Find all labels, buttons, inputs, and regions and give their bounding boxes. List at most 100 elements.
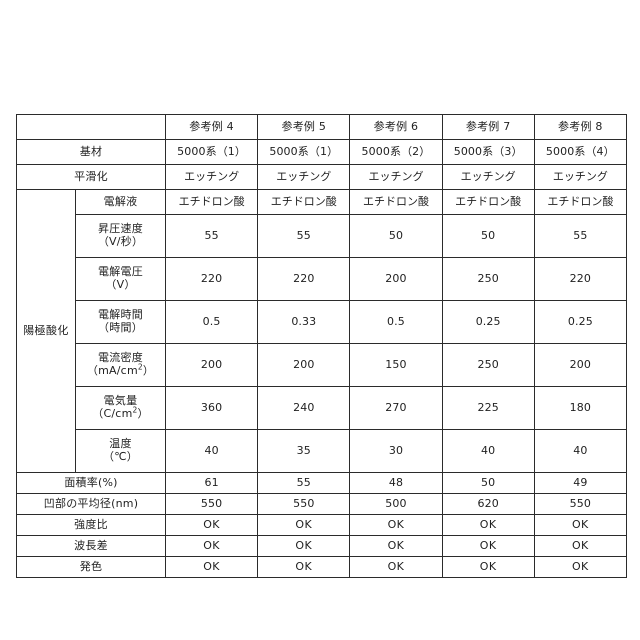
table-row-area-ratio: 面積率(%) 61 55 48 50 49 bbox=[17, 473, 627, 494]
cell-charge-col6: 270 bbox=[350, 387, 442, 430]
cell-smoothing-col7: エッチング bbox=[442, 165, 534, 190]
cell-strength-ratio-col5: OK bbox=[258, 515, 350, 536]
row-label-current-density: 電流密度 （mA/cm2） bbox=[76, 344, 166, 387]
cell-smoothing-col8: エッチング bbox=[534, 165, 626, 190]
cell-time-col7: 0.25 bbox=[442, 301, 534, 344]
column-header-col7: 参考例 7 bbox=[442, 115, 534, 140]
cell-strength-ratio-col4: OK bbox=[166, 515, 258, 536]
cell-charge-col8: 180 bbox=[534, 387, 626, 430]
cell-area-ratio-col8: 49 bbox=[534, 473, 626, 494]
cell-temperature-col7: 40 bbox=[442, 430, 534, 473]
table-row-current-density: 電流密度 （mA/cm2） 200 200 150 250 200 bbox=[17, 344, 627, 387]
cell-time-col5: 0.33 bbox=[258, 301, 350, 344]
cell-smoothing-col6: エッチング bbox=[350, 165, 442, 190]
cell-temperature-col5: 35 bbox=[258, 430, 350, 473]
reference-example-spec-table: 参考例 4 参考例 5 参考例 6 参考例 7 参考例 8 基材 5000系（1… bbox=[16, 114, 627, 578]
cell-electrolyte-col8: エチドロン酸 bbox=[534, 190, 626, 215]
cell-current-density-col5: 200 bbox=[258, 344, 350, 387]
cell-voltage-col4: 220 bbox=[166, 258, 258, 301]
cell-ramp-rate-col7: 50 bbox=[442, 215, 534, 258]
unit-close-paren: ） bbox=[143, 364, 154, 377]
document-canvas: 参考例 4 参考例 5 参考例 6 参考例 7 参考例 8 基材 5000系（1… bbox=[0, 0, 640, 640]
cell-substrate-col6: 5000系（2） bbox=[350, 140, 442, 165]
row-label-mean-diameter: 凹部の平均径(nm) bbox=[17, 494, 166, 515]
cell-current-density-col7: 250 bbox=[442, 344, 534, 387]
row-label-electrolyte: 電解液 bbox=[76, 190, 166, 215]
table-row-temperature: 温度 （℃） 40 35 30 40 40 bbox=[17, 430, 627, 473]
cell-voltage-col7: 250 bbox=[442, 258, 534, 301]
column-header-col4: 参考例 4 bbox=[166, 115, 258, 140]
row-label-strength-ratio: 強度比 bbox=[17, 515, 166, 536]
cell-coloration-col7: OK bbox=[442, 557, 534, 578]
row-label-time: 電解時間 （時間） bbox=[76, 301, 166, 344]
cell-mean-diameter-col6: 500 bbox=[350, 494, 442, 515]
cell-coloration-col8: OK bbox=[534, 557, 626, 578]
cell-voltage-col6: 200 bbox=[350, 258, 442, 301]
row-label-current-density-line2: （mA/cm2） bbox=[78, 365, 163, 378]
table-row-strength-ratio: 強度比 OK OK OK OK OK bbox=[17, 515, 627, 536]
cell-coloration-col5: OK bbox=[258, 557, 350, 578]
cell-charge-col5: 240 bbox=[258, 387, 350, 430]
row-label-wavelength-diff: 波長差 bbox=[17, 536, 166, 557]
table-row-time: 電解時間 （時間） 0.5 0.33 0.5 0.25 0.25 bbox=[17, 301, 627, 344]
column-header-col8: 参考例 8 bbox=[534, 115, 626, 140]
cell-electrolyte-col4: エチドロン酸 bbox=[166, 190, 258, 215]
table-header-row: 参考例 4 参考例 5 参考例 6 参考例 7 参考例 8 bbox=[17, 115, 627, 140]
row-label-substrate: 基材 bbox=[17, 140, 166, 165]
cell-wavelength-diff-col6: OK bbox=[350, 536, 442, 557]
cell-strength-ratio-col8: OK bbox=[534, 515, 626, 536]
cell-mean-diameter-col4: 550 bbox=[166, 494, 258, 515]
cell-time-col4: 0.5 bbox=[166, 301, 258, 344]
cell-temperature-col6: 30 bbox=[350, 430, 442, 473]
unit-open-paren: （mA/cm bbox=[87, 364, 138, 377]
cell-voltage-col5: 220 bbox=[258, 258, 350, 301]
cell-electrolyte-col6: エチドロン酸 bbox=[350, 190, 442, 215]
cell-strength-ratio-col6: OK bbox=[350, 515, 442, 536]
cell-ramp-rate-col8: 55 bbox=[534, 215, 626, 258]
cell-time-col8: 0.25 bbox=[534, 301, 626, 344]
cell-coloration-col6: OK bbox=[350, 557, 442, 578]
table-corner-cell bbox=[17, 115, 166, 140]
cell-wavelength-diff-col7: OK bbox=[442, 536, 534, 557]
cell-mean-diameter-col5: 550 bbox=[258, 494, 350, 515]
row-label-voltage-line2: （V） bbox=[78, 279, 163, 292]
cell-substrate-col7: 5000系（3） bbox=[442, 140, 534, 165]
cell-electrolyte-col7: エチドロン酸 bbox=[442, 190, 534, 215]
row-label-time-line2: （時間） bbox=[78, 322, 163, 335]
table-row-charge: 電気量 （C/cm2） 360 240 270 225 180 bbox=[17, 387, 627, 430]
row-label-temperature: 温度 （℃） bbox=[76, 430, 166, 473]
table-row-mean-diameter: 凹部の平均径(nm) 550 550 500 620 550 bbox=[17, 494, 627, 515]
row-label-smoothing: 平滑化 bbox=[17, 165, 166, 190]
table-row-voltage: 電解電圧 （V） 220 220 200 250 220 bbox=[17, 258, 627, 301]
cell-wavelength-diff-col4: OK bbox=[166, 536, 258, 557]
cell-charge-col7: 225 bbox=[442, 387, 534, 430]
table-row-substrate: 基材 5000系（1） 5000系（1） 5000系（2） 5000系（3） 5… bbox=[17, 140, 627, 165]
cell-wavelength-diff-col8: OK bbox=[534, 536, 626, 557]
table-row-electrolyte: 陽極酸化 電解液 エチドロン酸 エチドロン酸 エチドロン酸 エチドロン酸 エチド… bbox=[17, 190, 627, 215]
table-row-wavelength-diff: 波長差 OK OK OK OK OK bbox=[17, 536, 627, 557]
row-label-area-ratio: 面積率(%) bbox=[17, 473, 166, 494]
cell-ramp-rate-col4: 55 bbox=[166, 215, 258, 258]
unit-charge-close-paren: ） bbox=[138, 407, 149, 420]
row-label-voltage: 電解電圧 （V） bbox=[76, 258, 166, 301]
cell-mean-diameter-col7: 620 bbox=[442, 494, 534, 515]
row-label-ramp-rate-line2: （V/秒） bbox=[78, 236, 163, 249]
table-row-coloration: 発色 OK OK OK OK OK bbox=[17, 557, 627, 578]
cell-electrolyte-col5: エチドロン酸 bbox=[258, 190, 350, 215]
spec-table-container: 参考例 4 参考例 5 参考例 6 参考例 7 参考例 8 基材 5000系（1… bbox=[16, 114, 626, 578]
table-row-smoothing: 平滑化 エッチング エッチング エッチング エッチング エッチング bbox=[17, 165, 627, 190]
cell-charge-col4: 360 bbox=[166, 387, 258, 430]
cell-mean-diameter-col8: 550 bbox=[534, 494, 626, 515]
table-row-ramp-rate: 昇圧速度 （V/秒） 55 55 50 50 55 bbox=[17, 215, 627, 258]
cell-current-density-col6: 150 bbox=[350, 344, 442, 387]
cell-voltage-col8: 220 bbox=[534, 258, 626, 301]
cell-smoothing-col5: エッチング bbox=[258, 165, 350, 190]
column-header-col5: 参考例 5 bbox=[258, 115, 350, 140]
cell-ramp-rate-col5: 55 bbox=[258, 215, 350, 258]
cell-area-ratio-col7: 50 bbox=[442, 473, 534, 494]
row-label-coloration: 発色 bbox=[17, 557, 166, 578]
cell-current-density-col4: 200 bbox=[166, 344, 258, 387]
row-label-ramp-rate: 昇圧速度 （V/秒） bbox=[76, 215, 166, 258]
cell-ramp-rate-col6: 50 bbox=[350, 215, 442, 258]
row-label-charge-line2: （C/cm2） bbox=[78, 408, 163, 421]
